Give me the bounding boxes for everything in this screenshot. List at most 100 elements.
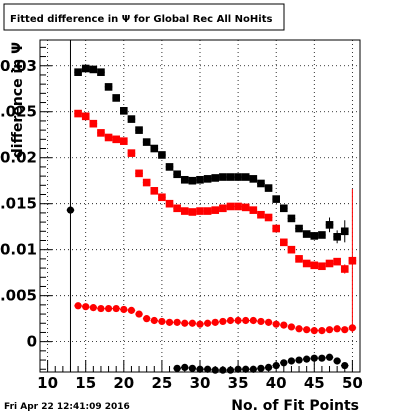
data-point-circle	[89, 304, 97, 312]
data-point-square	[272, 224, 280, 233]
data-point-circle	[310, 354, 318, 362]
data-point-square	[280, 204, 288, 213]
x-axis-label: No. of Fit Points	[231, 398, 359, 414]
data-point-circle	[295, 356, 303, 364]
y-tick-label: 0.02	[0, 149, 37, 167]
data-point-square	[188, 208, 197, 216]
data-point-square	[325, 259, 334, 268]
data-point-square	[257, 179, 265, 188]
data-point-circle	[158, 317, 166, 326]
data-point-square	[135, 169, 143, 178]
data-point-circle	[318, 354, 326, 362]
data-point-circle	[181, 319, 189, 327]
data-point-circle	[135, 310, 143, 318]
data-point-square	[104, 83, 113, 91]
data-point-square	[219, 204, 227, 213]
data-point-square	[257, 210, 265, 219]
data-point-square	[203, 175, 212, 183]
data-point-square	[180, 175, 189, 184]
data-point-circle	[348, 324, 356, 332]
data-point-circle	[66, 206, 75, 214]
data-point-square	[340, 265, 349, 273]
data-point-square	[272, 195, 280, 203]
data-point-circle	[188, 319, 196, 327]
data-point-square	[302, 230, 311, 238]
data-point-square	[211, 174, 220, 182]
data-point-circle	[234, 316, 242, 325]
data-point-square	[142, 178, 151, 187]
data-point-square	[241, 173, 250, 181]
data-point-circle	[333, 325, 341, 333]
data-point-square	[150, 144, 159, 153]
data-point-square	[158, 151, 166, 159]
data-point-square	[165, 163, 174, 171]
data-point-square	[173, 170, 181, 179]
y-tick-label: 0.015	[0, 195, 37, 213]
data-point-circle	[104, 304, 113, 313]
data-point-circle	[219, 317, 227, 326]
data-point-square	[142, 138, 151, 146]
data-point-square	[173, 204, 181, 213]
data-point-square	[89, 119, 98, 128]
data-point-circle	[127, 306, 136, 314]
data-point-square	[97, 68, 105, 76]
data-point-square	[97, 129, 105, 137]
data-point-circle	[280, 359, 288, 367]
data-point-square	[120, 137, 128, 145]
data-point-square	[264, 184, 273, 192]
data-point-circle	[226, 316, 235, 325]
data-point-circle	[143, 315, 151, 323]
x-tick-label: 20	[113, 374, 134, 392]
data-point-circle	[295, 325, 303, 333]
data-point-circle	[204, 319, 212, 327]
data-point-square	[81, 64, 90, 73]
data-point-square	[211, 206, 220, 214]
data-point-square	[318, 231, 326, 239]
data-point-square	[196, 207, 204, 215]
data-point-square	[226, 202, 235, 211]
data-point-square	[287, 245, 296, 254]
data-point-circle	[303, 326, 311, 334]
x-tick-label: 15	[75, 374, 96, 392]
data-point-square	[150, 187, 159, 195]
data-point-square	[89, 65, 98, 74]
data-point-square	[81, 112, 90, 121]
data-point-square	[280, 238, 288, 247]
data-point-circle	[257, 317, 265, 326]
data-points	[66, 64, 357, 374]
data-point-square	[74, 68, 82, 76]
data-point-circle	[287, 357, 296, 365]
data-point-circle	[82, 303, 90, 311]
data-point-circle	[341, 361, 349, 370]
data-point-square	[310, 232, 319, 240]
title-box: Fitted difference in Ψ for Global Rec Al…	[3, 3, 285, 31]
data-point-square	[249, 206, 258, 214]
data-point-circle	[150, 316, 158, 325]
data-point-square	[340, 227, 349, 236]
x-tick-label: 35	[228, 374, 249, 392]
data-point-circle	[173, 318, 181, 326]
data-point-square	[333, 233, 341, 241]
y-tick-label: 0.005	[0, 287, 37, 305]
data-point-circle	[74, 302, 82, 310]
data-point-circle	[341, 326, 349, 334]
data-point-circle	[249, 316, 257, 325]
data-point-circle	[211, 318, 219, 326]
x-tick-labels: 10 15 20 25 30 35 40 45 50	[37, 374, 363, 392]
data-point-square	[287, 214, 296, 223]
y-tick-label: 0.025	[0, 103, 37, 121]
x-tick-label: 50	[342, 374, 363, 392]
chart-title: Fitted difference in Ψ for Global Rec Al…	[10, 14, 272, 25]
y-tick-label: 0.01	[0, 241, 37, 259]
grid-lines	[40, 40, 360, 372]
data-point-square	[188, 176, 197, 185]
axis-ticks	[39, 46, 361, 372]
y-tick-label: 0.03	[0, 57, 37, 75]
data-point-square	[165, 199, 174, 208]
data-point-square	[127, 115, 136, 123]
data-point-square	[112, 135, 120, 144]
data-point-square	[203, 207, 212, 215]
data-point-circle	[310, 327, 318, 335]
data-point-square	[325, 221, 334, 229]
